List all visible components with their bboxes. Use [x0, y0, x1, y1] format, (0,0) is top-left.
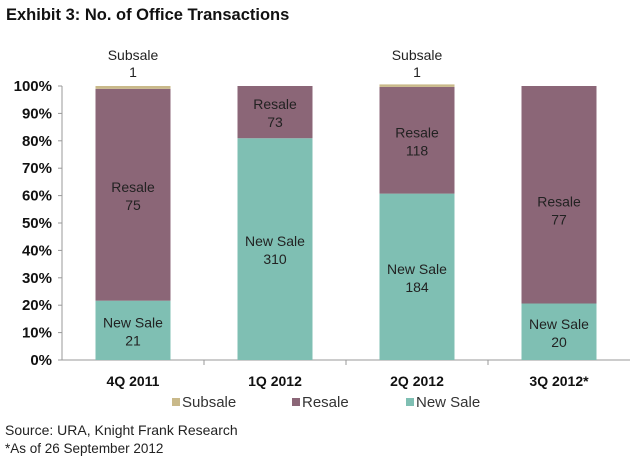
legend-swatch-resale	[292, 398, 300, 406]
y-tick-label: 70%	[22, 160, 52, 177]
y-tick-label: 30%	[22, 270, 52, 287]
legend-label: Subsale	[182, 394, 236, 411]
data-label-value: 21	[125, 332, 141, 348]
y-tick-label: 10%	[22, 325, 52, 342]
legend-label: New Sale	[416, 394, 480, 411]
x-tick-label: 2Q 2012	[390, 373, 444, 389]
chart-title: Exhibit 3: No. of Office Transactions	[6, 6, 290, 24]
x-tick-label: 3Q 2012*	[529, 373, 589, 389]
data-label-name: Resale	[111, 179, 155, 195]
y-tick-label: 60%	[22, 188, 52, 205]
date-note: *As of 26 September 2012	[5, 441, 164, 456]
data-label-value: 184	[405, 279, 429, 295]
data-label-name: Subsale	[392, 47, 443, 63]
legend-label: Resale	[302, 394, 349, 411]
data-label-value: 118	[406, 142, 429, 158]
bar-segment-new-sale	[379, 193, 455, 360]
bar-segment-subsale	[379, 84, 455, 87]
y-tick-label: 100%	[14, 78, 52, 95]
y-tick-label: 40%	[22, 242, 52, 259]
data-label-name: New Sale	[387, 261, 447, 277]
data-label-name: Resale	[537, 193, 581, 209]
data-label-name: New Sale	[529, 316, 589, 332]
x-tick-label: 4Q 2011	[107, 373, 160, 389]
data-label-value: 73	[267, 114, 283, 130]
data-label-name: Resale	[253, 96, 297, 112]
y-tick-label: 80%	[22, 133, 52, 150]
legend-swatch-subsale	[172, 398, 180, 406]
x-tick-label: 1Q 2012	[248, 373, 302, 389]
data-label-value: 1	[129, 64, 137, 80]
data-label-value: 75	[125, 197, 141, 213]
source-note: Source: URA, Knight Frank Research	[5, 422, 238, 438]
bar-segment-new-sale	[521, 303, 597, 360]
bar-segment-resale	[521, 86, 597, 304]
data-label-name: Resale	[395, 124, 439, 140]
bar-segment-resale	[379, 86, 455, 194]
data-label-name: New Sale	[103, 314, 163, 330]
legend-swatch-new-sale	[406, 398, 414, 406]
y-tick-label: 50%	[22, 215, 52, 232]
bar-segment-resale	[95, 88, 171, 301]
data-label-name: Subsale	[108, 47, 159, 63]
y-tick-label: 90%	[22, 105, 52, 122]
data-label-value: 77	[551, 211, 567, 227]
data-label-value: 310	[263, 251, 287, 267]
bar-segment-subsale	[95, 86, 171, 89]
bar-segment-new-sale	[95, 300, 171, 360]
bar-segment-new-sale	[237, 138, 313, 360]
data-label-name: New Sale	[245, 233, 305, 249]
bar-segment-resale	[237, 86, 313, 139]
data-label-value: 20	[551, 334, 567, 350]
y-tick-label: 20%	[22, 297, 52, 314]
data-label-value: 1	[413, 64, 421, 80]
y-tick-label: 0%	[30, 352, 52, 369]
